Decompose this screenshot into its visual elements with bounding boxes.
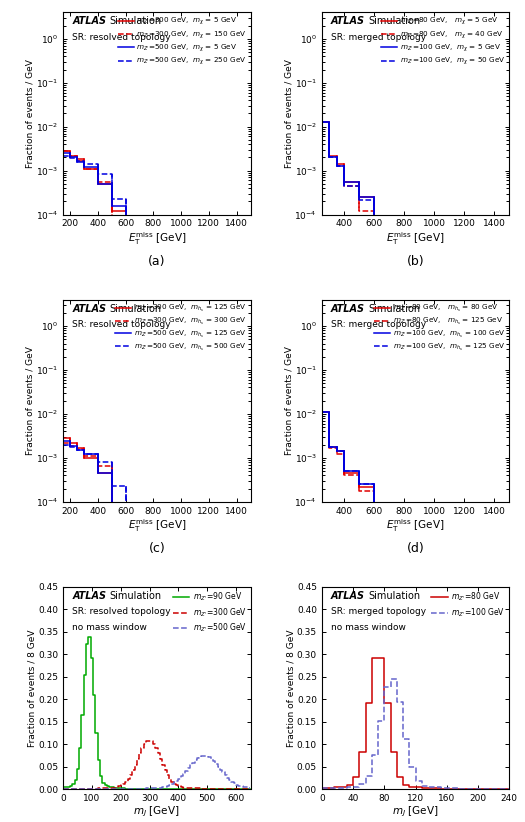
- Text: ATLAS: ATLAS: [331, 16, 365, 26]
- Y-axis label: Fraction of events / GeV: Fraction of events / GeV: [284, 59, 293, 168]
- Text: ATLAS: ATLAS: [72, 591, 107, 601]
- Text: ATLAS: ATLAS: [331, 303, 365, 314]
- Text: SR: resolved topology: SR: resolved topology: [72, 33, 171, 42]
- Y-axis label: Fraction of events / GeV: Fraction of events / GeV: [284, 346, 293, 455]
- Text: SR: merged topology: SR: merged topology: [331, 607, 426, 616]
- Text: (c): (c): [149, 543, 165, 556]
- X-axis label: $E_{\mathrm{T}}^{\mathrm{miss}}$ [GeV]: $E_{\mathrm{T}}^{\mathrm{miss}}$ [GeV]: [128, 517, 186, 534]
- Legend: $m_{Z'}$=80 GeV, $m_{Z'}$=100 GeV: $m_{Z'}$=80 GeV, $m_{Z'}$=100 GeV: [430, 589, 507, 621]
- Text: Simulation: Simulation: [369, 591, 421, 601]
- Text: Simulation: Simulation: [110, 303, 162, 314]
- X-axis label: $m_{J}$ [GeV]: $m_{J}$ [GeV]: [133, 805, 180, 819]
- Text: (d): (d): [407, 543, 424, 556]
- Legend: $m_{Z'}$=80 GeV,   $m_{h_{s}}$ = 80 GeV, $m_{Z'}$=80 GeV,   $m_{h_{s}}$ = 125 Ge: $m_{Z'}$=80 GeV, $m_{h_{s}}$ = 80 GeV, $…: [373, 302, 507, 354]
- Legend: $m_{Z'}$=300 GeV,  $m_{h_{s}}$ = 125 GeV, $m_{Z'}$=300 GeV,  $m_{h_{s}}$ = 300 G: $m_{Z'}$=300 GeV, $m_{h_{s}}$ = 125 GeV,…: [114, 302, 248, 354]
- Text: no mass window: no mass window: [331, 623, 406, 632]
- X-axis label: $E_{\mathrm{T}}^{\mathrm{miss}}$ [GeV]: $E_{\mathrm{T}}^{\mathrm{miss}}$ [GeV]: [386, 230, 445, 247]
- Legend: $m_{Z'}$=90 GeV, $m_{Z'}$=300 GeV, $m_{Z'}$=500 GeV: $m_{Z'}$=90 GeV, $m_{Z'}$=300 GeV, $m_{Z…: [171, 589, 248, 635]
- Text: no mass window: no mass window: [72, 623, 147, 632]
- Text: Simulation: Simulation: [369, 16, 421, 26]
- Y-axis label: Fraction of events / GeV: Fraction of events / GeV: [25, 59, 34, 168]
- X-axis label: $E_{\mathrm{T}}^{\mathrm{miss}}$ [GeV]: $E_{\mathrm{T}}^{\mathrm{miss}}$ [GeV]: [386, 517, 445, 534]
- Text: SR: resolved topology: SR: resolved topology: [72, 320, 171, 329]
- Text: ATLAS: ATLAS: [72, 16, 107, 26]
- Y-axis label: Fraction of events / 8 GeV: Fraction of events / 8 GeV: [286, 629, 296, 746]
- Text: SR: merged topology: SR: merged topology: [331, 320, 426, 329]
- Legend: $m_{Z'}$=80 GeV,   $m_{\chi}$ = 5 GeV, $m_{Z'}$=80 GeV,   $m_{\chi}$ = 40 GeV, $: $m_{Z'}$=80 GeV, $m_{\chi}$ = 5 GeV, $m_…: [380, 15, 507, 69]
- X-axis label: $E_{\mathrm{T}}^{\mathrm{miss}}$ [GeV]: $E_{\mathrm{T}}^{\mathrm{miss}}$ [GeV]: [128, 230, 186, 247]
- Text: (b): (b): [407, 255, 424, 268]
- Text: SR: merged topology: SR: merged topology: [331, 33, 426, 42]
- Legend: $m_{Z'}$=300 GeV,  $m_{\chi}$ = 5 GeV, $m_{Z'}$=300 GeV,  $m_{\chi}$ = 150 GeV, : $m_{Z'}$=300 GeV, $m_{\chi}$ = 5 GeV, $m…: [116, 15, 248, 69]
- X-axis label: $m_{J}$ [GeV]: $m_{J}$ [GeV]: [392, 805, 439, 819]
- Y-axis label: Fraction of events / 8 GeV: Fraction of events / 8 GeV: [28, 629, 37, 746]
- Text: SR: resolved topology: SR: resolved topology: [72, 607, 171, 616]
- Text: Simulation: Simulation: [369, 303, 421, 314]
- Text: ATLAS: ATLAS: [331, 591, 365, 601]
- Text: (a): (a): [148, 255, 165, 268]
- Text: ATLAS: ATLAS: [72, 303, 107, 314]
- Text: Simulation: Simulation: [110, 591, 162, 601]
- Y-axis label: Fraction of events / GeV: Fraction of events / GeV: [25, 346, 34, 455]
- Text: Simulation: Simulation: [110, 16, 162, 26]
